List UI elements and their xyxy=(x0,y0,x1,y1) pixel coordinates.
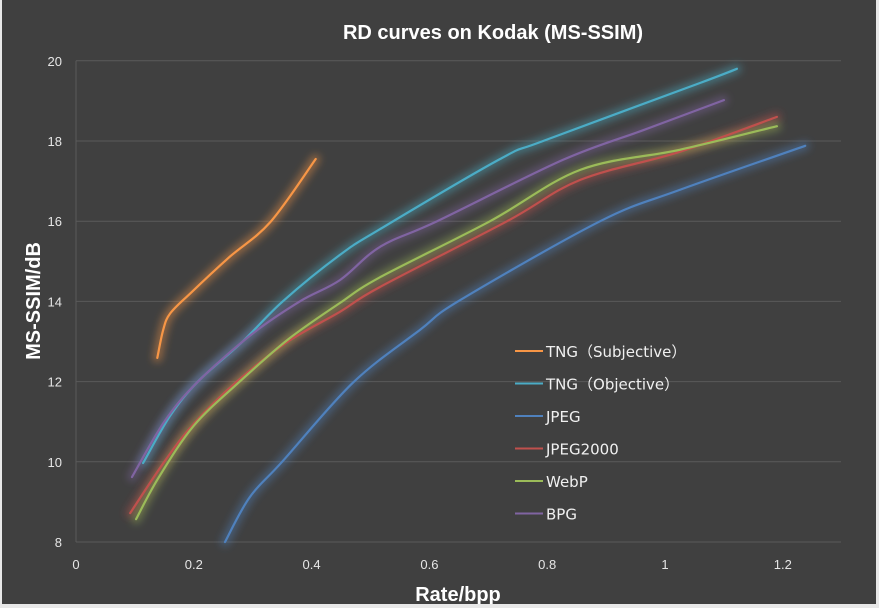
series-glows xyxy=(125,64,810,547)
legend-item: BPG xyxy=(515,506,577,524)
x-tick-label: 1 xyxy=(661,557,668,572)
chart-title: RD curves on Kodak (MS-SSIM) xyxy=(343,22,643,44)
legend-label: WebP xyxy=(546,473,588,491)
legend-item: TNG（Subjective） xyxy=(515,343,686,361)
y-tick-label: 18 xyxy=(48,134,62,149)
series-line-webp xyxy=(135,125,778,521)
y-tick-labels: 8 10 12 14 16 18 20 xyxy=(48,54,62,550)
x-tick-label: 1.2 xyxy=(774,557,792,572)
y-tick-label: 16 xyxy=(48,214,62,229)
y-tick-label: 20 xyxy=(48,54,62,69)
x-tick-label: 0.2 xyxy=(185,557,203,572)
series-glow-tng-subjective xyxy=(152,154,321,363)
x-tick-label: 0.8 xyxy=(538,557,556,572)
series-line-bpg xyxy=(130,99,725,479)
x-tick-label: 0 xyxy=(72,557,79,572)
series-glow-jpeg2000 xyxy=(125,112,782,518)
legend-label: TNG（Subjective） xyxy=(545,343,686,361)
legend-item: TNG（Objective） xyxy=(515,376,679,394)
series-line-jpeg2000 xyxy=(129,115,778,515)
legend-label: TNG（Objective） xyxy=(545,376,679,394)
y-tick-label: 8 xyxy=(55,535,62,550)
x-tick-labels: 0 0.2 0.4 0.6 0.8 1 1.2 xyxy=(72,557,791,572)
x-axis-title: Rate/bpp xyxy=(415,584,501,604)
series-line-jpeg xyxy=(223,144,807,544)
legend-item: WebP xyxy=(515,473,588,491)
y-tick-label: 12 xyxy=(48,375,62,390)
legend: TNG（Subjective） TNG（Objective） JPEG JPEG200… xyxy=(515,343,686,524)
legend-item: JPEG xyxy=(515,408,581,426)
legend-label: JPEG2000 xyxy=(545,441,619,459)
series-line-tng-subjective xyxy=(156,157,317,359)
legend-label: BPG xyxy=(546,506,577,524)
series-lines xyxy=(129,67,807,544)
y-axis-title: MS-SSIM/dB xyxy=(23,242,45,360)
legend-item: JPEG2000 xyxy=(515,441,619,459)
x-tick-label: 0.6 xyxy=(420,557,438,572)
y-tick-label: 10 xyxy=(48,455,62,470)
y-tick-label: 14 xyxy=(48,294,62,309)
x-tick-label: 0.4 xyxy=(303,557,321,572)
legend-label: JPEG xyxy=(545,408,581,426)
